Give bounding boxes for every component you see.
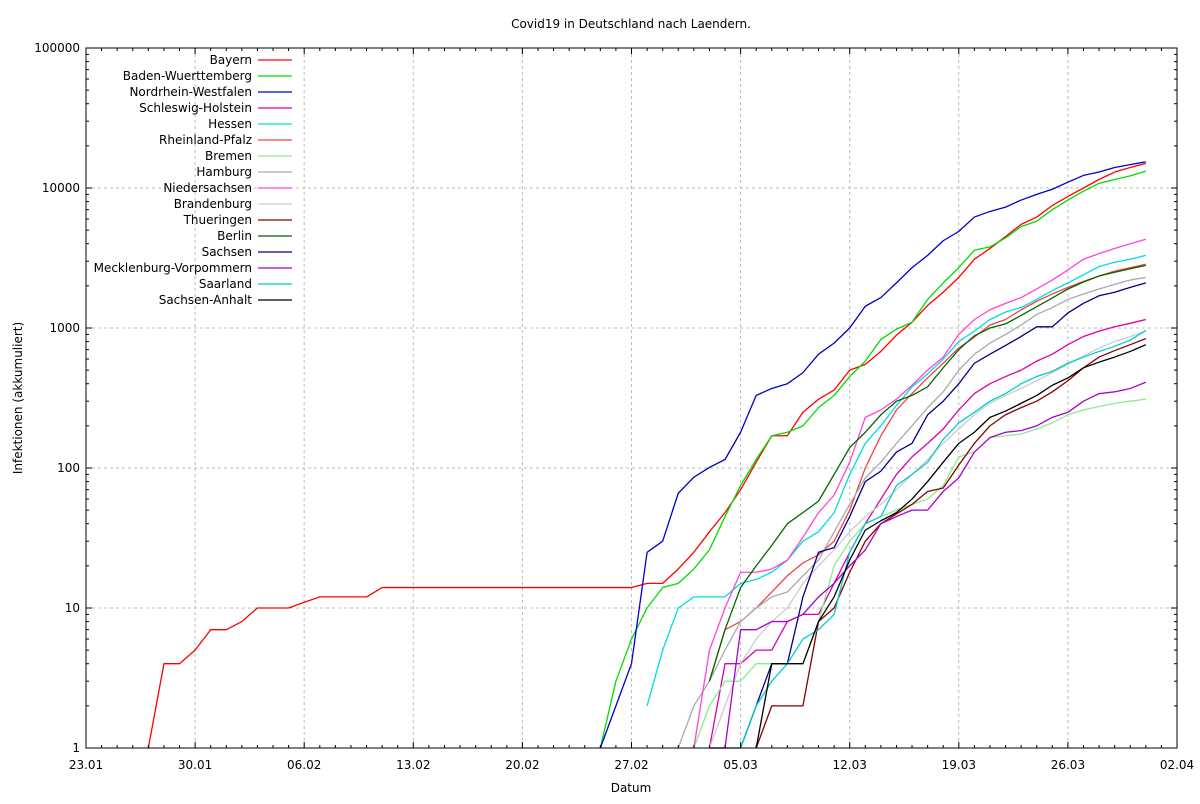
series-line-saarland	[739, 329, 1147, 749]
x-tick-label: 19.03	[942, 758, 976, 772]
legend-label-hamburg: Hamburg	[196, 165, 252, 179]
x-tick-label: 06.02	[287, 758, 321, 772]
legend-label-mecklenburg-vorpommern: Mecklenburg-Vorpommern	[94, 261, 252, 275]
series-line-bremen	[693, 398, 1146, 749]
x-tick-label: 02.04	[1160, 758, 1194, 772]
y-tick-label: 10	[65, 601, 80, 615]
legend-label-sachsen: Sachsen	[202, 245, 252, 259]
series-line-mecklenburg-vorpommern	[709, 381, 1147, 749]
series-layer	[147, 161, 1147, 749]
legend: Bayern Baden-Wuerttemberg Nordrhein-Westfa…	[94, 53, 292, 307]
series-line-niedersachsen	[693, 238, 1147, 749]
legend-label-brandenburg: Brandenburg	[174, 197, 252, 211]
series-line-berlin	[708, 264, 1146, 682]
y-tick-label: 10000	[42, 181, 80, 195]
y-tick-label: 100	[57, 461, 80, 475]
x-axis-label: Datum	[611, 781, 652, 795]
x-tick-label: 12.03	[833, 758, 867, 772]
y-axis: 1 10 100 1000 10000 100000	[34, 41, 1177, 755]
x-tick-label: 23.01	[69, 758, 103, 772]
x-tick-label: 30.01	[178, 758, 212, 772]
y-tick-label: 1000	[49, 321, 80, 335]
legend-label-rheinland-pfalz: Rheinland-Pfalz	[159, 133, 252, 147]
x-tick-label: 05.03	[723, 758, 757, 772]
legend-label-saarland: Saarland	[199, 277, 252, 291]
series-line-schleswig-holstein	[708, 318, 1146, 749]
legend-label-sachsen-anhalt: Sachsen-Anhalt	[159, 293, 253, 307]
x-tick-label: 27.02	[614, 758, 648, 772]
legend-label-baden-wuerttemberg: Baden-Wuerttemberg	[123, 69, 252, 83]
legend-label-bremen: Bremen	[205, 149, 252, 163]
series-line-nordrhein-westfalen	[599, 161, 1146, 749]
x-axis: 23.01 30.01 06.02 13.02 20.02 27.02 05.03 12.03…	[69, 48, 1194, 772]
y-tick-label: 100000	[34, 41, 80, 55]
series-line-hamburg	[677, 276, 1146, 749]
series-line-brandenburg	[708, 330, 1147, 749]
series-line-sachsen-anhalt	[755, 344, 1147, 749]
legend-label-berlin: Berlin	[217, 229, 252, 243]
chart-title: Covid19 in Deutschland nach Laendern.	[511, 17, 751, 31]
y-tick-label: 1	[72, 741, 80, 755]
series-line-rheinland-pfalz	[708, 263, 1146, 682]
y-axis-label: Infektionen (akkumuliert)	[11, 322, 25, 474]
legend-label-thueringen: Thueringen	[183, 213, 252, 227]
x-tick-label: 13.02	[396, 758, 430, 772]
legend-label-hessen: Hessen	[208, 117, 252, 131]
series-line-baden-wuerttemberg	[599, 170, 1147, 749]
legend-label-niedersachsen: Niedersachsen	[163, 181, 252, 195]
legend-label-nordrhein-westfalen: Nordrhein-Westfalen	[129, 85, 252, 99]
series-line-hessen	[646, 254, 1146, 707]
x-tick-label: 26.03	[1051, 758, 1085, 772]
legend-label-bayern: Bayern	[210, 53, 252, 67]
legend-label-schleswig-holstein: Schleswig-Holstein	[139, 101, 252, 115]
x-tick-label: 20.02	[505, 758, 539, 772]
series-line-bayern	[147, 162, 1146, 749]
